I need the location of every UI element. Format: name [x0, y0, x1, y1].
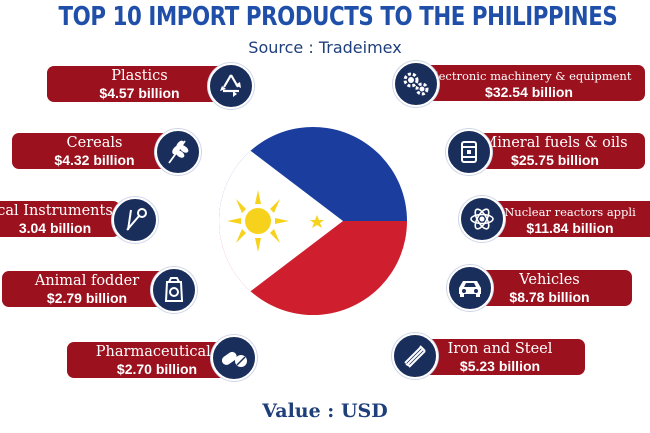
item-name: Plastics — [111, 68, 168, 84]
surgical-instruments-card: cal Instruments 3.04 billion — [0, 201, 120, 237]
item-value: $2.70 billion — [116, 361, 198, 377]
source-label: Source : Tradeimex — [248, 38, 402, 57]
animal-fodder-card: Animal fodder $2.79 billion — [2, 271, 172, 307]
item-name: Pharmaceuticals — [95, 344, 219, 360]
item-name: Nuclear reactors appli — [504, 205, 636, 219]
atom-icon — [459, 196, 505, 242]
electronic-machinery-card: Electronic machinery & equipment $32.54 … — [413, 65, 645, 101]
barrel-icon — [446, 129, 492, 175]
item-value: $4.57 billion — [99, 85, 180, 101]
recycle-icon — [208, 63, 254, 109]
item-value: $4.32 billion — [54, 152, 135, 168]
iron-steel-card: Iron and Steel $5.23 billion — [415, 339, 585, 375]
item-value: 3.04 billion — [18, 220, 92, 236]
page-title: TOP 10 IMPORT PRODUCTS TO THE PHILIPPINE… — [58, 2, 618, 32]
car-icon — [447, 265, 493, 311]
item-name: Iron and Steel — [447, 341, 553, 357]
item-value: $11.84 billion — [526, 220, 614, 236]
currency-note: Value : USD — [262, 400, 388, 422]
item-value: $25.75 billion — [511, 152, 599, 168]
item-name: Vehicles — [519, 272, 580, 288]
mineral-fuels-card: Mineral fuels & oils $25.75 billion — [465, 133, 645, 169]
steel-beam-icon — [392, 333, 438, 379]
plastics-card: Plastics $4.57 billion — [47, 66, 232, 102]
gears-icon — [393, 61, 439, 107]
pills-icon — [211, 335, 257, 381]
vehicles-card: Vehicles $8.78 billion — [467, 270, 632, 306]
scissors-icon — [112, 197, 158, 243]
item-value: $5.23 billion — [459, 358, 541, 374]
item-value: $8.78 billion — [509, 289, 590, 305]
item-name: Mineral fuels & oils — [482, 135, 628, 151]
cereals-card: Cereals $4.32 billion — [12, 133, 177, 169]
nuclear-reactors-card: Nuclear reactors appli $11.84 billion — [480, 201, 650, 237]
item-name: Cereals — [66, 135, 123, 151]
item-value: $32.54 billion — [485, 84, 573, 100]
feed-bag-icon — [151, 267, 197, 313]
flag-sun — [227, 190, 289, 252]
wheat-icon — [155, 129, 201, 175]
item-name: cal Instruments — [0, 203, 113, 219]
philippine-flag-circle — [219, 127, 407, 315]
item-value: $2.79 billion — [46, 290, 128, 306]
item-name: Animal fodder — [34, 273, 140, 289]
item-name: Electronic machinery & equipment — [426, 69, 632, 83]
pharmaceuticals-card: Pharmaceuticals $2.70 billion — [67, 342, 247, 378]
